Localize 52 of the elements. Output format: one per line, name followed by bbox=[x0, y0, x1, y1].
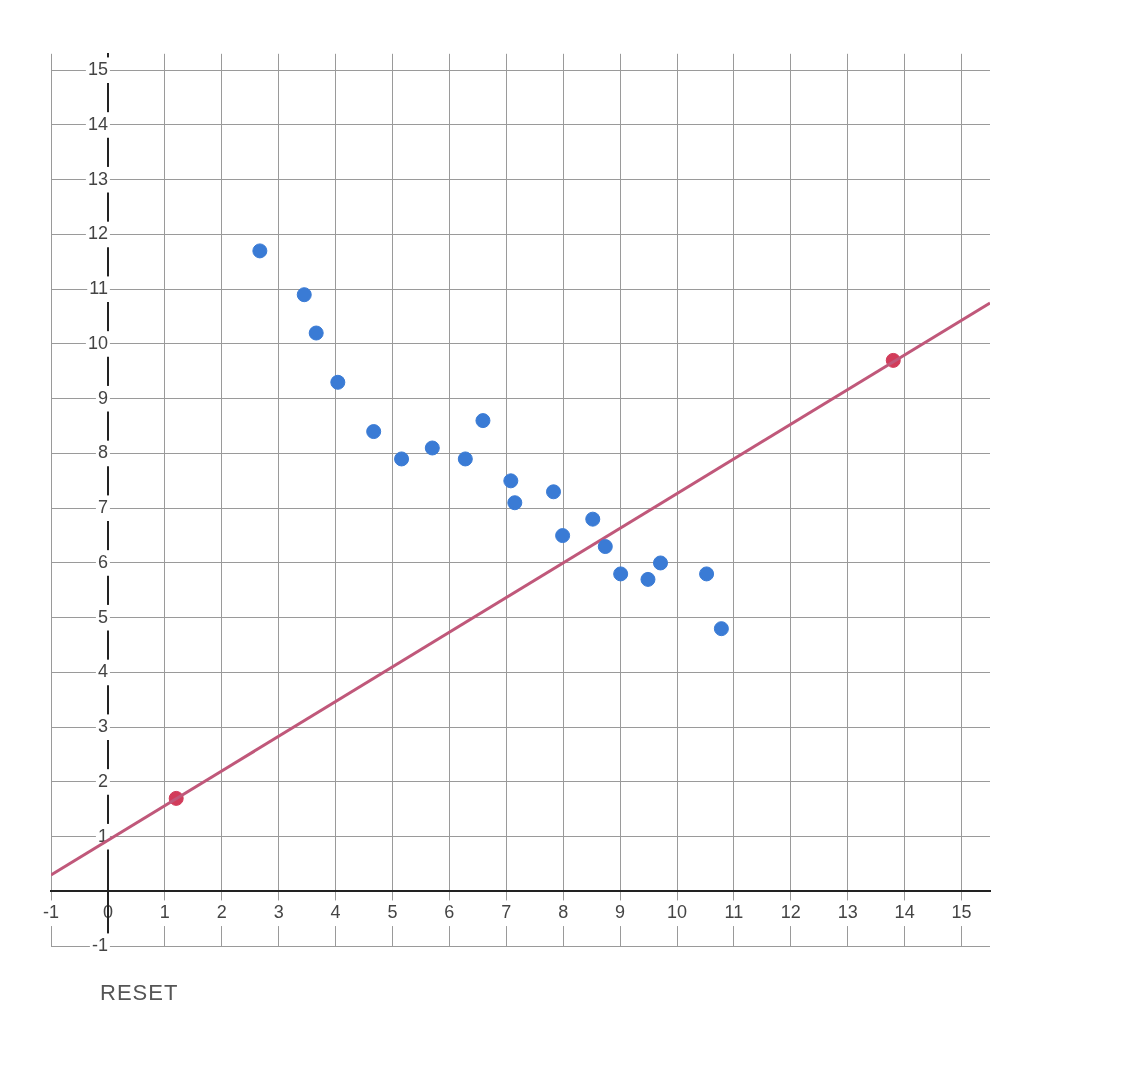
x-tick-label: 9 bbox=[615, 902, 626, 923]
y-tick-label: 6 bbox=[97, 551, 108, 572]
point bbox=[457, 451, 473, 467]
point bbox=[507, 495, 523, 511]
point bbox=[613, 566, 629, 582]
y-tick-label: 14 bbox=[87, 113, 108, 134]
x-tick-label: 1 bbox=[159, 902, 170, 923]
x-tick-label: 6 bbox=[444, 902, 455, 923]
point bbox=[366, 424, 382, 440]
point bbox=[699, 566, 715, 582]
x-tick-label: 15 bbox=[951, 902, 972, 923]
x-tick-label: 8 bbox=[558, 902, 569, 923]
y-tick-label: 5 bbox=[97, 606, 108, 627]
point bbox=[546, 484, 562, 500]
text: RESET bbox=[100, 980, 180, 1006]
x-tick-label: 4 bbox=[330, 902, 341, 923]
y-tick-label: 12 bbox=[87, 223, 108, 244]
x-tick-label: -1 bbox=[42, 902, 60, 923]
x-tick-label: 12 bbox=[780, 902, 801, 923]
x-tick-label: 13 bbox=[837, 902, 858, 923]
point bbox=[653, 555, 668, 571]
y-tick-label: 9 bbox=[97, 387, 108, 408]
x-tick-label: 2 bbox=[216, 902, 227, 923]
x-tick-label: 10 bbox=[666, 902, 688, 923]
point bbox=[330, 374, 346, 390]
y-tick-label: 13 bbox=[87, 168, 108, 189]
point bbox=[424, 440, 440, 456]
y-tick-label: -1 bbox=[91, 935, 108, 956]
point bbox=[475, 413, 491, 429]
x-tick-label: 5 bbox=[387, 902, 398, 923]
y-tick-label: 2 bbox=[97, 770, 108, 791]
y-tick-label: 4 bbox=[97, 661, 108, 682]
y-tick-label: 8 bbox=[97, 442, 108, 463]
point bbox=[252, 243, 268, 259]
x-tick-label: 14 bbox=[894, 902, 915, 923]
x-tick-label: 3 bbox=[273, 902, 284, 923]
point bbox=[394, 451, 410, 467]
point bbox=[597, 539, 613, 555]
x-tick-label: 7 bbox=[501, 902, 512, 923]
y-tick-label: 15 bbox=[87, 59, 108, 80]
x-tick-label: 11 bbox=[724, 902, 744, 923]
point bbox=[308, 325, 324, 341]
y-tick-label: 3 bbox=[97, 716, 108, 737]
point bbox=[296, 287, 312, 303]
point bbox=[503, 473, 519, 489]
y-tick-label: 11 bbox=[89, 278, 108, 299]
point bbox=[555, 528, 571, 544]
point bbox=[713, 621, 729, 637]
y-tick-label: 7 bbox=[97, 497, 108, 518]
point bbox=[585, 511, 601, 527]
point bbox=[640, 571, 656, 587]
y-tick-label: 10 bbox=[87, 332, 108, 353]
